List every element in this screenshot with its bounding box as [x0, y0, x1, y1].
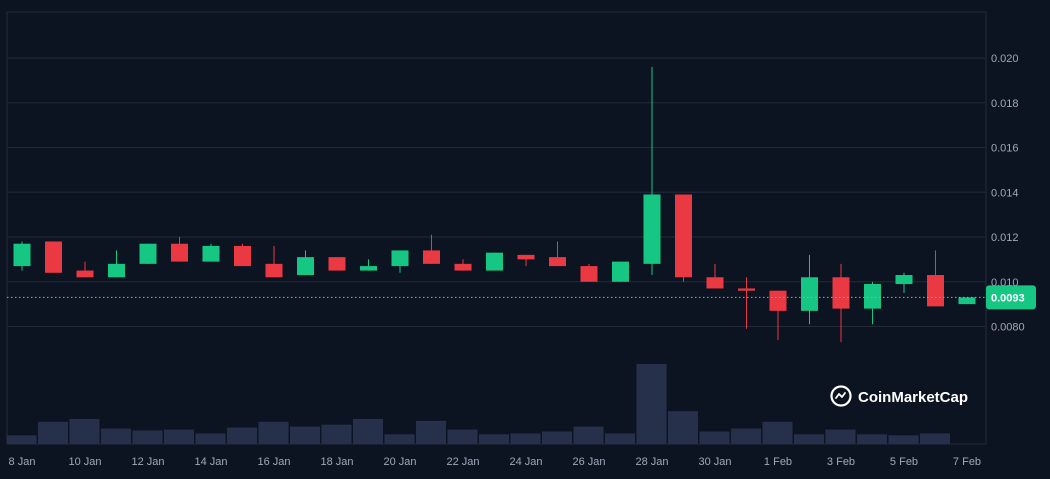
candle-body: [958, 297, 976, 305]
volume-bar: [762, 421, 793, 444]
candle-body: [139, 243, 157, 264]
candle-body: [832, 277, 850, 309]
candle-body: [580, 266, 598, 282]
candle-body: [297, 257, 314, 276]
x-tick-label: 7 Feb: [953, 456, 981, 468]
volume-bar: [920, 433, 950, 444]
y-tick-label: 0.018: [991, 98, 1019, 110]
volume-bar: [6, 435, 37, 444]
current-price-label: 0.0093: [991, 292, 1025, 304]
x-tick-label: 26 Jan: [572, 456, 605, 468]
candle-body: [517, 254, 535, 260]
candles: [13, 66, 976, 343]
volume-bar: [636, 364, 667, 444]
candle-body: [769, 290, 787, 311]
candle-body: [423, 250, 440, 264]
candle-body: [171, 243, 188, 262]
x-tick-label: 3 Feb: [827, 456, 855, 468]
x-tick-label: 18 Jan: [320, 456, 353, 468]
candle-body: [738, 288, 755, 291]
x-tick-label: 28 Jan: [635, 456, 668, 468]
volume-bar: [542, 431, 572, 444]
volume-bar: [447, 429, 478, 444]
x-tick-label: 1 Feb: [764, 456, 792, 468]
x-tick-label: 24 Jan: [509, 456, 542, 468]
x-tick-label: 12 Jan: [131, 456, 164, 468]
volume-bar: [510, 433, 541, 444]
candle-body: [706, 277, 724, 289]
grid: [6, 11, 987, 445]
candle-body: [13, 243, 31, 267]
candle-body: [801, 277, 818, 311]
candle-body: [643, 194, 661, 264]
volume-bar: [699, 431, 730, 444]
y-tick-label: 0.014: [991, 187, 1019, 199]
volume-bar: [384, 434, 415, 444]
candle-body: [927, 275, 944, 307]
volume-bars: [6, 364, 950, 444]
watermark-text: CoinMarketCap: [858, 389, 968, 406]
volume-bar: [227, 427, 257, 444]
candle-body: [265, 263, 283, 278]
x-tick-label: 22 Jan: [446, 456, 479, 468]
x-tick-label: 14 Jan: [194, 456, 227, 468]
volume-bar: [857, 434, 887, 444]
volume-bar: [101, 428, 131, 444]
x-tick-label: 30 Jan: [698, 456, 731, 468]
candle-body: [454, 263, 472, 271]
y-tick-label: 0.016: [991, 143, 1019, 155]
candle-body: [108, 263, 125, 278]
volume-bar: [605, 433, 635, 444]
volume-bar: [290, 426, 320, 444]
coinmarketcap-logo-icon: [830, 385, 852, 407]
volume-bar: [38, 421, 68, 444]
candle-body: [234, 245, 251, 267]
candle-body: [328, 257, 346, 271]
x-tick-label: 5 Feb: [890, 456, 918, 468]
volume-bar: [479, 434, 509, 444]
candle-body: [202, 245, 220, 262]
y-tick-label: 0.0080: [991, 322, 1025, 334]
x-tick-label: 20 Jan: [383, 456, 416, 468]
candle-body: [486, 252, 503, 271]
x-tick-label: 16 Jan: [257, 456, 290, 468]
x-tick-label: 10 Jan: [68, 456, 101, 468]
volume-bar: [731, 428, 761, 444]
volume-bar: [321, 424, 352, 444]
x-tick-label: 8 Jan: [9, 456, 36, 468]
candle-body: [45, 241, 62, 273]
candle-body: [675, 194, 692, 278]
y-tick-label: 0.020: [991, 53, 1019, 65]
volume-bar: [258, 421, 289, 444]
candle-body: [549, 257, 566, 267]
candle-body: [612, 261, 629, 282]
current-price-badge: 0.0093: [986, 285, 1036, 310]
volume-bar: [825, 429, 856, 444]
y-tick-label: 0.012: [991, 232, 1019, 244]
volume-bar: [668, 411, 698, 444]
volume-bar: [132, 430, 163, 444]
volume-bar: [69, 418, 100, 444]
volume-bar: [353, 418, 383, 444]
candle-body: [895, 275, 913, 284]
volume-bar: [794, 434, 824, 444]
volume-bar: [195, 433, 226, 444]
volume-bar: [416, 420, 446, 444]
candle-body: [360, 266, 377, 271]
volume-bar: [888, 435, 919, 444]
candle-body: [864, 283, 881, 309]
volume-bar: [164, 429, 194, 444]
candle-body: [391, 250, 409, 267]
watermark: CoinMarketCap: [830, 385, 968, 407]
volume-bar: [573, 426, 604, 444]
candle-body: [76, 270, 94, 278]
